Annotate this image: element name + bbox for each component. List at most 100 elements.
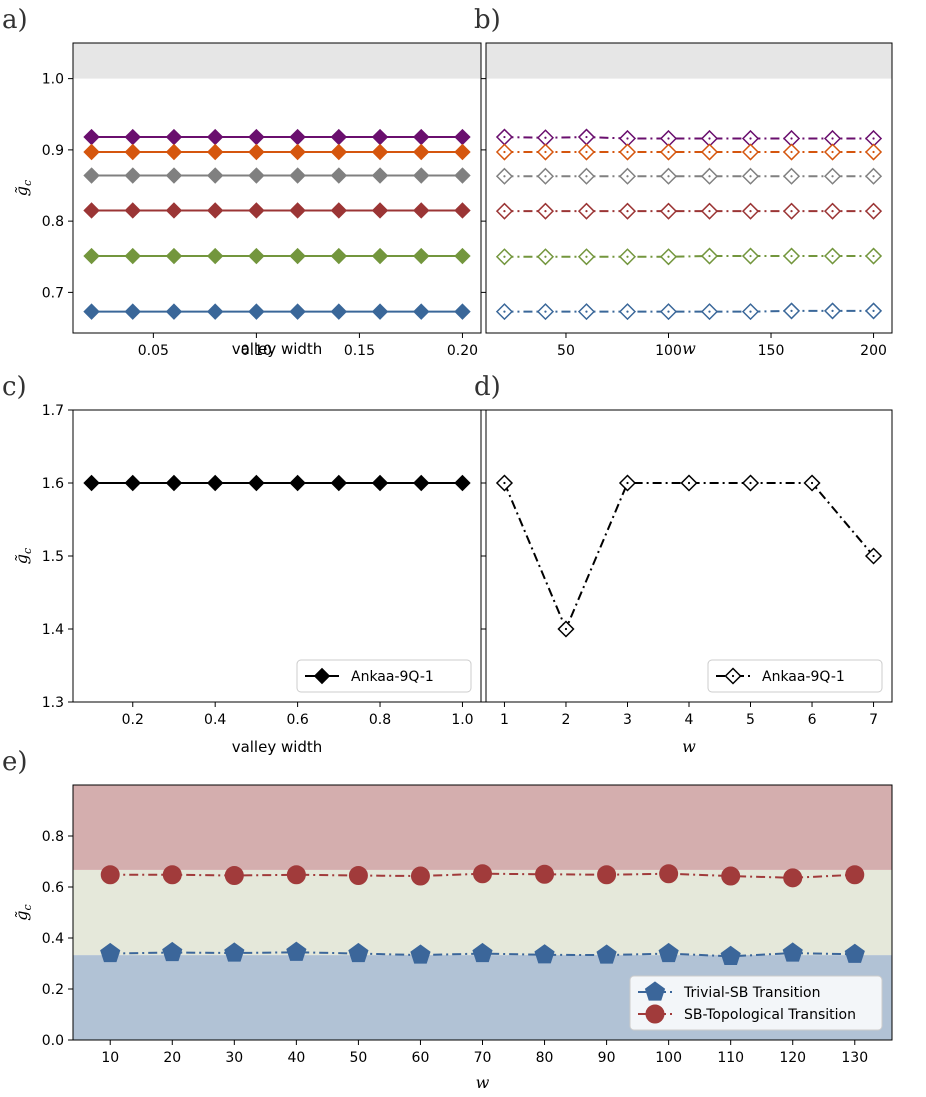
data-point-center	[585, 150, 588, 154]
series-line	[503, 482, 875, 632]
y-tick-label: 1.6	[42, 476, 64, 492]
x-tick-label: 30	[225, 1050, 243, 1066]
data-point	[783, 868, 803, 888]
data-point-center	[667, 310, 670, 313]
data-point-center	[667, 137, 670, 140]
data-point	[83, 128, 100, 146]
series-2	[495, 167, 883, 185]
data-point-center	[831, 309, 834, 313]
data-point	[473, 864, 492, 884]
data-point	[782, 942, 803, 962]
legend-box	[707, 659, 883, 693]
data-point-center	[749, 137, 752, 140]
data-point-center	[626, 150, 629, 154]
data-point	[224, 942, 245, 962]
data-point	[371, 167, 389, 184]
y-tick-label: 0.6	[42, 880, 64, 896]
x-tick-label: 110	[717, 1050, 744, 1066]
y-tick-label: 1.4	[42, 622, 64, 638]
data-point-center	[544, 136, 547, 139]
data-point-center	[626, 310, 629, 313]
data-point	[721, 866, 741, 886]
x-tick-label: 0.15	[344, 343, 375, 359]
x-tick-label: 10	[101, 1050, 119, 1066]
y-axis-label-sub: c	[21, 548, 34, 554]
y-tick-label: 0.9	[42, 143, 64, 159]
data-point-center	[544, 210, 547, 213]
plot-frame	[72, 784, 893, 1041]
legend-label: Ankaa-9Q-1	[762, 669, 845, 685]
data-point	[124, 247, 141, 265]
x-tick-label: 3	[623, 712, 632, 728]
x-tick-label: 4	[685, 712, 694, 728]
legend-marker	[644, 981, 666, 1001]
data-point	[289, 474, 306, 492]
shaded-band	[486, 43, 892, 79]
data-point	[248, 474, 265, 492]
panel-letter: d)	[474, 372, 501, 402]
data-point-center	[749, 254, 752, 258]
data-point	[248, 202, 265, 219]
data-point	[206, 202, 224, 219]
data-point-center	[790, 175, 793, 178]
series-4	[83, 247, 471, 265]
data-point	[165, 202, 183, 219]
data-point	[413, 143, 430, 161]
y-tick-label: 0.2	[42, 982, 64, 998]
data-point	[289, 167, 306, 184]
data-point	[289, 143, 306, 161]
data-point-center	[544, 150, 547, 154]
x-axis-label: w	[682, 339, 696, 358]
y-tick-label: 0.8	[42, 214, 64, 230]
y-axis-label: g̃c	[12, 548, 34, 564]
series-0	[83, 128, 471, 146]
panel-b: b) 50 100 150 200 w	[474, 5, 893, 359]
data-point-center	[872, 554, 875, 558]
data-point	[124, 167, 141, 184]
data-point	[83, 202, 100, 219]
data-point-center	[708, 310, 711, 313]
data-point	[206, 247, 224, 265]
data-point	[454, 202, 471, 219]
x-tick-label: 0.05	[138, 343, 169, 359]
data-point	[371, 143, 389, 161]
data-point-center	[564, 627, 568, 631]
legend-marker	[313, 667, 331, 685]
data-point	[124, 128, 141, 146]
data-point-center	[872, 254, 875, 258]
data-point	[248, 167, 265, 184]
x-tick-label: 50	[349, 1050, 367, 1066]
x-tick-label: 150	[758, 343, 785, 359]
data-point	[330, 167, 348, 184]
y-axis-label: g̃c	[12, 904, 34, 920]
x-tick-label: 20	[163, 1050, 181, 1066]
shaded-band-2	[73, 785, 892, 870]
legend: Ankaa-9Q-1	[296, 659, 472, 693]
series-5	[83, 303, 471, 320]
data-point	[410, 944, 431, 964]
series-1	[100, 864, 865, 888]
data-point-center	[708, 210, 711, 213]
data-point	[413, 247, 430, 265]
data-point	[83, 474, 100, 492]
data-point-center	[503, 150, 506, 154]
legend: Ankaa-9Q-1	[707, 659, 883, 693]
series-line	[504, 136, 874, 140]
x-tick-label: 6	[808, 712, 817, 728]
data-point-center	[872, 210, 875, 213]
y-axis-label-main: g̃	[12, 910, 31, 920]
data-point	[330, 474, 348, 492]
data-point	[224, 866, 244, 886]
data-point-center	[626, 137, 629, 140]
x-tick-label: 1.0	[451, 712, 473, 728]
panel-letter: e)	[2, 747, 28, 777]
data-point	[286, 941, 307, 961]
data-point-center	[831, 175, 834, 178]
legend-marker-center	[731, 674, 735, 678]
data-point	[162, 865, 182, 885]
data-point-center	[790, 309, 793, 313]
x-tick-label: 1	[500, 712, 509, 728]
data-point-center	[790, 210, 793, 213]
legend: Trivial-SB Transition SB-Topological Tran…	[629, 975, 883, 1031]
data-point	[165, 303, 183, 320]
